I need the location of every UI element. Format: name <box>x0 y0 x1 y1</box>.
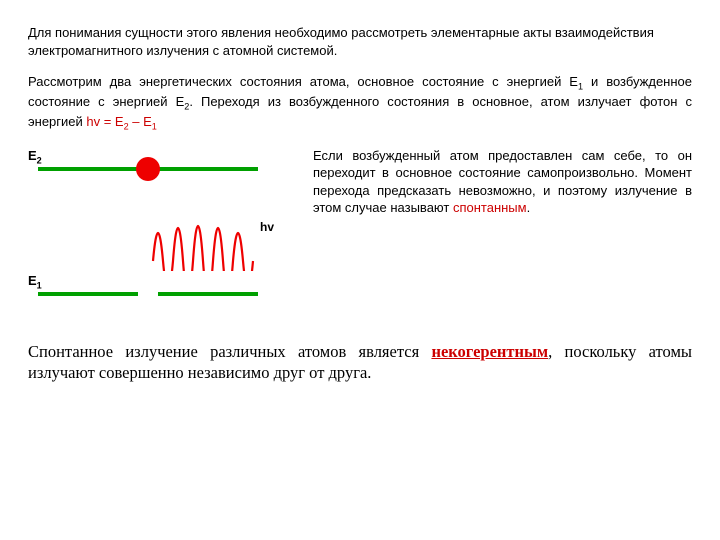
c-nek: некогерентным <box>431 342 548 361</box>
p2-spont: спонтанным <box>453 200 527 215</box>
e1-line-left <box>38 292 138 296</box>
p1-eqs1: 1 <box>152 121 157 131</box>
p2-t2: . <box>527 200 531 215</box>
p1-eq1: hv = E <box>86 114 123 129</box>
atom-dot <box>136 157 160 181</box>
paragraph-1: Рассмотрим два энергетических состояния … <box>28 73 692 133</box>
e2-line-right <box>158 167 258 171</box>
hv-label: hv <box>260 219 274 235</box>
main-row: E2 hv E1 Если возбужденный атом предоста… <box>28 147 692 317</box>
p1-eqmid: – E <box>129 114 152 129</box>
e1-line-right <box>158 292 258 296</box>
intro-text: Для понимания сущности этого явления нео… <box>28 25 654 58</box>
c-t1: Спонтанное излучение различных атомов яв… <box>28 342 431 361</box>
e2-line-left <box>38 167 138 171</box>
e2-label: E2 <box>28 147 42 167</box>
p1-t1: Рассмотрим два энергетических состояния … <box>28 74 578 89</box>
conclusion-paragraph: Спонтанное излучение различных атомов яв… <box>28 341 692 384</box>
e1-label: E1 <box>28 272 42 292</box>
intro-paragraph: Для понимания сущности этого явления нео… <box>28 24 692 59</box>
photon-wave <box>148 185 258 271</box>
paragraph-2: Если возбужденный атом предоставлен сам … <box>313 147 692 317</box>
energy-diagram: E2 hv E1 <box>28 147 293 317</box>
